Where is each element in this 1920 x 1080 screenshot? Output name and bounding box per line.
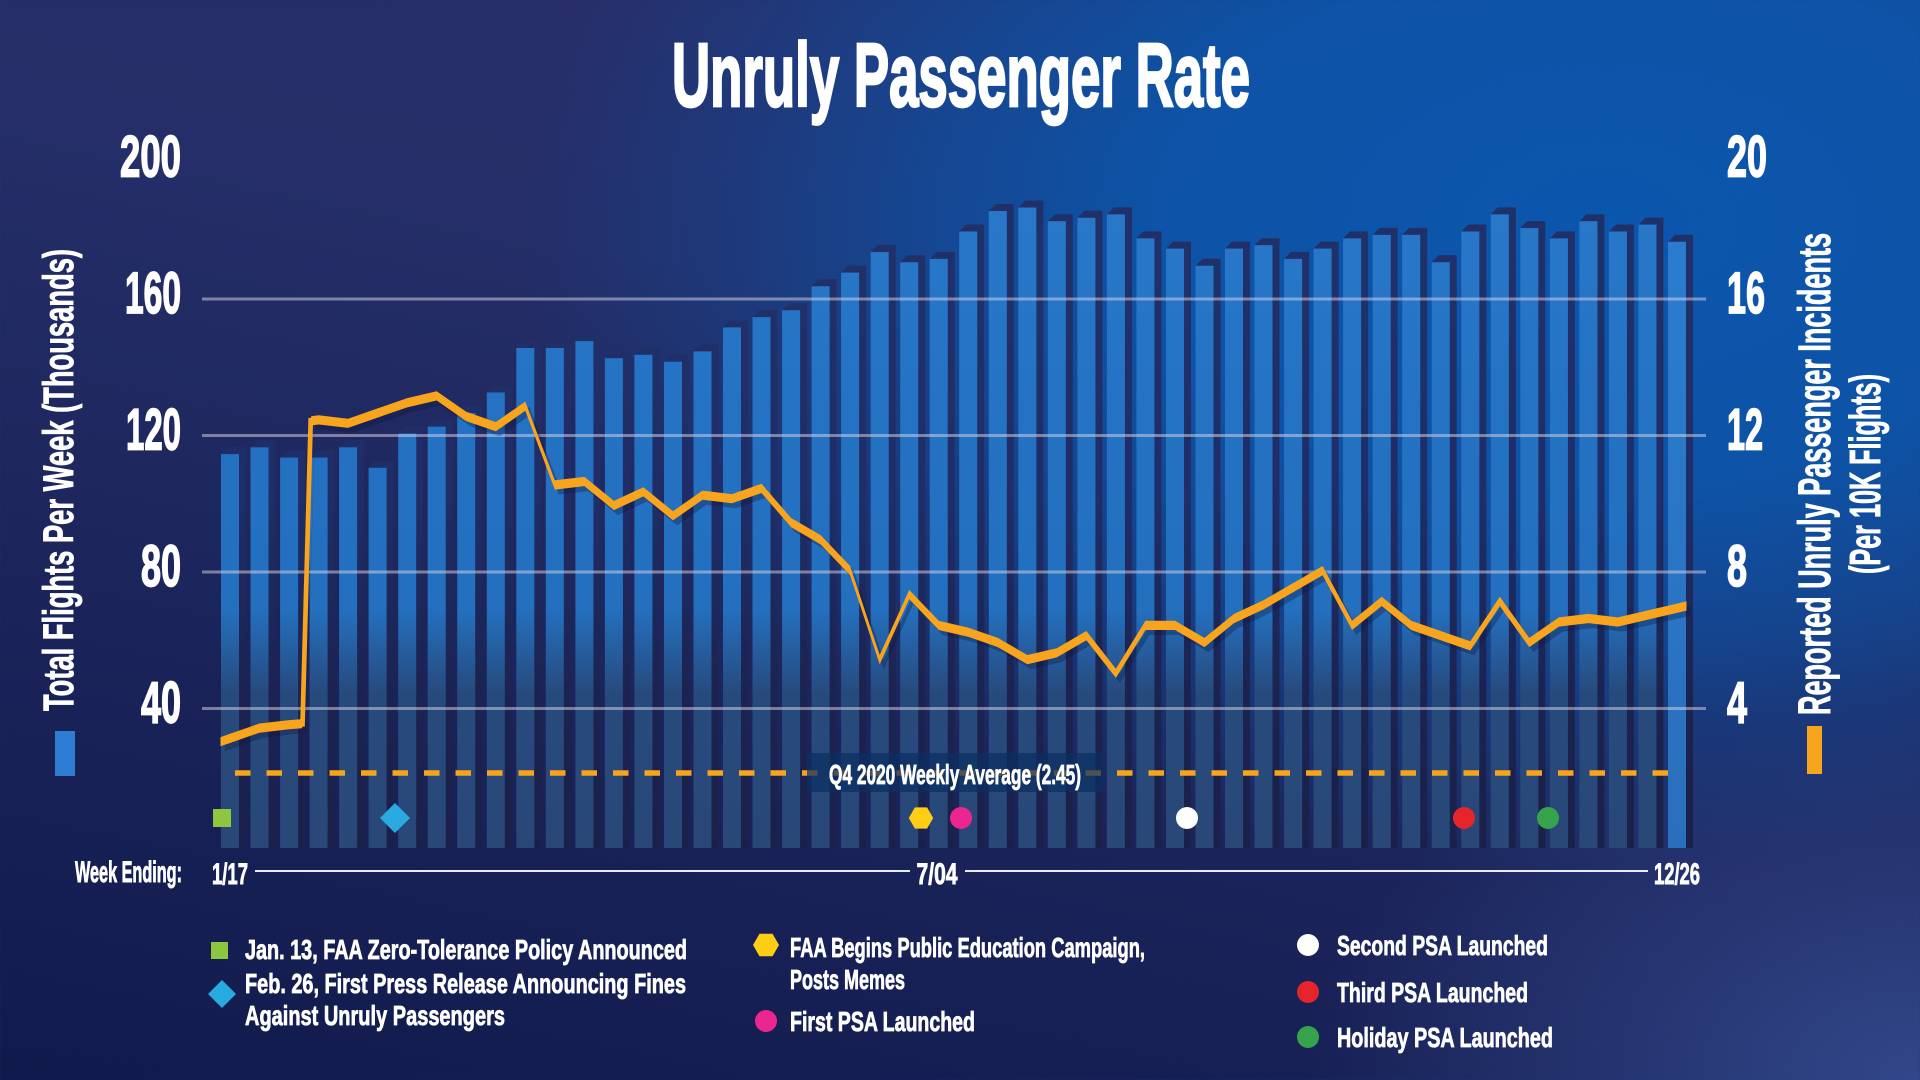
svg-text:8: 8 <box>1727 534 1747 599</box>
svg-text:20: 20 <box>1727 125 1767 190</box>
svg-text:FAA Begins Public Education Ca: FAA Begins Public Education Campaign, <box>790 932 1145 963</box>
svg-text:Third PSA Launched: Third PSA Launched <box>1337 977 1528 1008</box>
svg-text:40: 40 <box>141 671 181 736</box>
svg-text:120: 120 <box>126 398 181 463</box>
svg-text:12/26: 12/26 <box>1654 858 1700 891</box>
svg-text:(Per 10K Flights): (Per 10K Flights) <box>1841 374 1890 574</box>
svg-text:Second PSA Launched: Second PSA Launched <box>1337 930 1548 961</box>
svg-text:12: 12 <box>1727 398 1763 463</box>
svg-text:200: 200 <box>120 125 181 190</box>
svg-text:Unruly Passenger Rate: Unruly Passenger Rate <box>672 26 1250 126</box>
svg-text:Q4 2020 Weekly Average (2.45): Q4 2020 Weekly Average (2.45) <box>829 759 1081 790</box>
svg-text:Feb. 26, First Press Release A: Feb. 26, First Press Release Announcing … <box>245 968 686 999</box>
svg-text:160: 160 <box>125 261 181 326</box>
svg-text:16: 16 <box>1727 261 1765 326</box>
svg-text:Against Unruly Passengers: Against Unruly Passengers <box>245 1000 505 1031</box>
svg-text:Holiday PSA Launched: Holiday PSA Launched <box>1337 1022 1553 1053</box>
svg-text:4: 4 <box>1727 671 1747 736</box>
svg-text:Reported Unruly Passenger Inci: Reported Unruly Passenger Incidents <box>1789 233 1840 715</box>
svg-text:80: 80 <box>141 534 181 599</box>
svg-text:Total Flights Per Week (Thousa: Total Flights Per Week (Thousands) <box>35 249 83 711</box>
svg-text:7/04: 7/04 <box>917 858 958 891</box>
svg-text:Posts Memes: Posts Memes <box>790 964 905 995</box>
svg-text:Jan. 13, FAA Zero-Tolerance Po: Jan. 13, FAA Zero-Tolerance Policy Annou… <box>245 934 687 965</box>
svg-text:1/17: 1/17 <box>212 858 248 891</box>
svg-text:First PSA Launched: First PSA Launched <box>790 1006 975 1037</box>
svg-text:Week Ending:: Week Ending: <box>75 856 182 889</box>
